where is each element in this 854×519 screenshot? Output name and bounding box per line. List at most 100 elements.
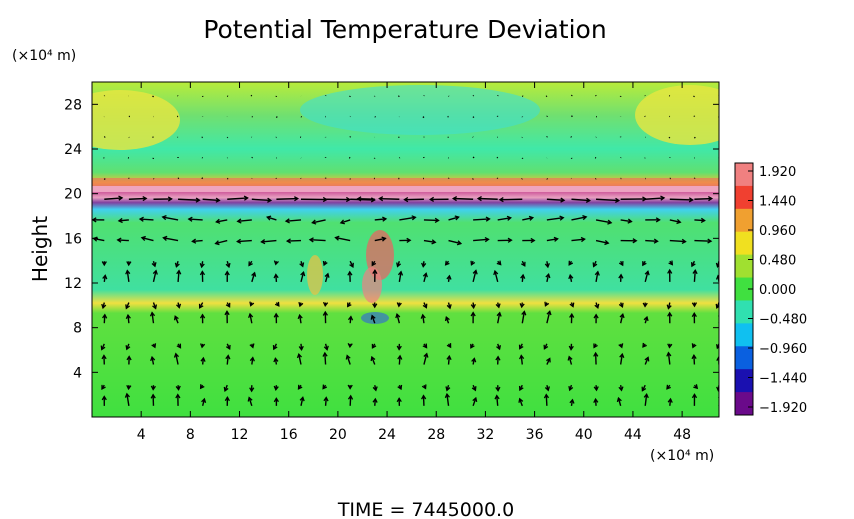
wind-vector-head [191,238,197,244]
wind-vector-head [471,357,477,363]
wind-vector-head [519,303,525,309]
wind-vector-head [396,397,402,403]
heatmap-background [92,82,719,417]
wind-vector-head [618,273,624,279]
y-tick-label: 4 [73,365,82,381]
x-axis: 4 8 12 16 20 24 28 32 36 40 44 48 [137,82,691,443]
wind-vector-head [167,196,173,202]
wind-vector [309,238,326,242]
wind-vector-head [730,220,734,224]
wind-vector-head [544,386,550,392]
x-tick-label: 8 [186,427,195,443]
wind-vector [497,217,511,221]
wind-vector-head [372,386,378,392]
wind-vector-head [249,356,255,362]
wind-vector [545,394,548,406]
wind-vector [178,198,200,201]
wind-vector-head [604,239,610,246]
wind-vector [571,115,573,118]
wind-vector-head [347,315,354,321]
wind-vector-head [471,386,477,392]
wind-vector-head [667,268,673,274]
wind-vector-head [421,262,427,268]
wind-vector-head [293,196,300,202]
wind-vector [448,239,462,245]
wind-vector-head [173,352,180,358]
wind-vector [298,314,302,324]
wind-vector-head [299,262,305,268]
wind-vector-head [102,313,108,319]
wind-vector-head [323,345,329,351]
x-tick-label: 4 [137,427,146,443]
wind-vector [645,197,665,200]
colorbar-segment [735,231,753,256]
wind-vector-head [668,260,674,266]
wind-vector-head [716,344,719,350]
wind-vector [93,237,105,242]
wind-vector-head [273,357,279,363]
x-tick-label: 44 [624,427,642,443]
wind-vector [644,271,649,283]
wind-vector-head [476,196,482,202]
wind-vector [497,312,501,324]
x-tick-label: 16 [280,427,298,443]
wind-vector [398,355,401,365]
wind-vector-head [446,354,452,361]
wind-vector-head [173,315,179,321]
wind-vector-head [582,214,588,221]
wind-vector-head [298,301,304,308]
wind-vector-head [451,195,458,202]
x-tick-label: 40 [575,427,593,443]
wind-vector-head [691,393,698,399]
wind-vector-head [715,274,719,280]
wind-vector-head [397,354,403,360]
wind-vector-head [444,260,450,266]
wind-vector [215,239,228,245]
wind-vector-head [642,302,648,308]
wind-vector [644,115,646,118]
wind-vector [226,136,229,139]
y-tick-label: 8 [73,321,82,337]
wind-vector [619,353,623,365]
wind-vector [398,271,402,282]
wind-vector-head [125,313,131,320]
wind-vector-head [520,273,526,279]
wind-vector-head [322,351,328,357]
wind-vector-head [162,235,168,241]
wind-vector-head [372,303,378,309]
wind-vector-head [667,343,673,349]
time-label: TIME = 7445000.0 [337,499,514,519]
wind-vector-head [370,314,376,320]
wind-vector [595,271,599,283]
wind-vector-head [249,387,255,393]
wind-vector-head [456,240,463,246]
wind-vector [216,219,228,223]
wind-vector-head [92,217,97,223]
wind-vector-head [322,301,329,308]
wind-vector [423,353,428,365]
wind-vector [496,395,499,406]
wind-vector [276,197,298,200]
wind-vector-head [396,302,402,308]
colorbar-label: −0.480 [759,313,807,328]
colorbar-label: −1.920 [759,401,807,416]
wind-vector-head [496,311,502,317]
wind-vector-head [676,218,682,225]
wind-vector [546,311,551,324]
wind-vector-head [297,313,303,320]
wind-vector-head [176,303,182,309]
wind-vector-head [496,345,502,351]
colorbar-label: −0.960 [759,342,807,357]
wind-vector-head [201,397,207,404]
x-axis-unit: (×10⁴ m) [650,448,714,464]
wind-vector [201,177,204,180]
wind-vector-head [125,304,130,310]
wind-vector-head [618,386,624,392]
wind-vector [251,198,271,202]
colorbar-label: 1.920 [759,165,796,180]
wind-vector [350,198,375,201]
wind-vector-head [543,393,550,399]
wind-vector [423,239,436,244]
wind-vector [261,239,277,243]
wind-vector-head [618,302,624,308]
